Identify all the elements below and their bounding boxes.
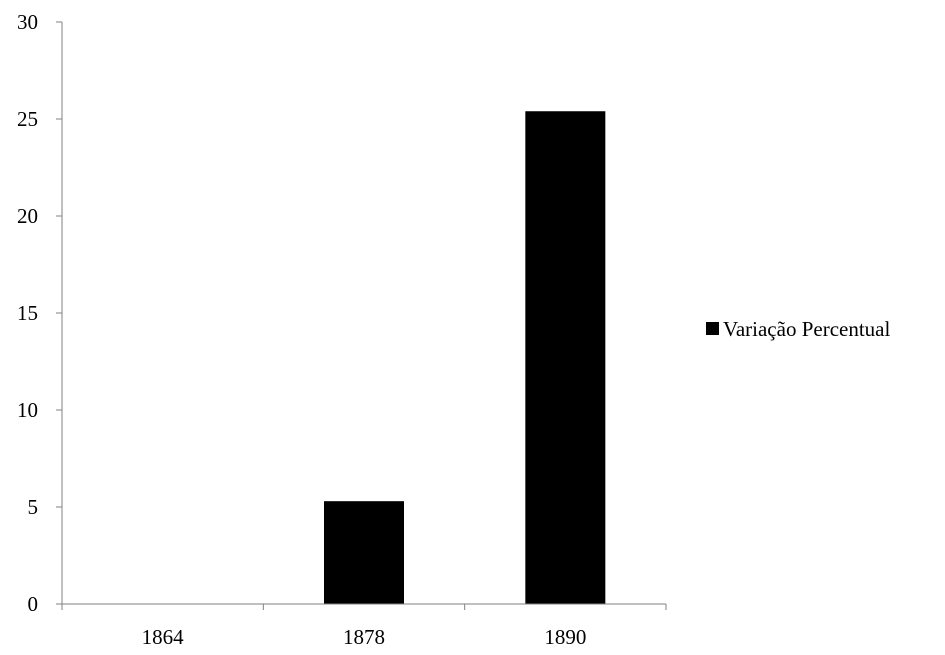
x-tick-label: 1890: [544, 625, 586, 649]
legend-label: Variação Percentual: [723, 317, 890, 341]
bar-1878: [324, 501, 404, 604]
y-tick-label: 5: [28, 495, 39, 519]
y-tick-label: 25: [17, 107, 38, 131]
bar-1890: [525, 111, 606, 605]
y-axis-ticks: 0 5 10 15 20 25 30: [17, 10, 62, 616]
y-tick-label: 0: [28, 592, 39, 616]
bars-group: [324, 111, 606, 605]
y-tick-label: 10: [17, 398, 38, 422]
x-tick-label: 1864: [142, 625, 185, 649]
x-axis-ticks: 1864 1878 1890: [61, 604, 667, 649]
legend: Variação Percentual: [706, 317, 890, 341]
y-tick-label: 15: [17, 301, 38, 325]
y-tick-label: 30: [17, 10, 38, 34]
y-tick-label: 20: [17, 204, 38, 228]
legend-swatch: [706, 322, 719, 335]
x-tick-label: 1878: [343, 625, 385, 649]
